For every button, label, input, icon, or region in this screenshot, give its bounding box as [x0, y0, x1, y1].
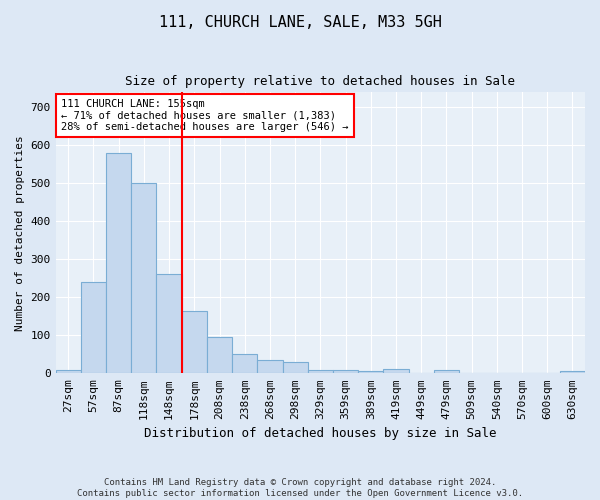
- Text: 111 CHURCH LANE: 155sqm
← 71% of detached houses are smaller (1,383)
28% of semi: 111 CHURCH LANE: 155sqm ← 71% of detache…: [61, 99, 349, 132]
- Bar: [131, 183, 157, 374]
- Text: Contains HM Land Registry data © Crown copyright and database right 2024.
Contai: Contains HM Land Registry data © Crown c…: [77, 478, 523, 498]
- Bar: [81, 282, 106, 374]
- X-axis label: Distribution of detached houses by size in Sale: Distribution of detached houses by size …: [144, 427, 497, 440]
- Bar: [283, 362, 308, 374]
- Bar: [383, 368, 409, 374]
- Bar: [207, 337, 232, 374]
- Bar: [182, 310, 207, 374]
- Bar: [434, 370, 459, 374]
- Y-axis label: Number of detached properties: Number of detached properties: [15, 135, 25, 330]
- Bar: [560, 372, 585, 374]
- Bar: [333, 370, 358, 374]
- Title: Size of property relative to detached houses in Sale: Size of property relative to detached ho…: [125, 75, 515, 88]
- Bar: [257, 360, 283, 374]
- Bar: [232, 354, 257, 374]
- Text: 111, CHURCH LANE, SALE, M33 5GH: 111, CHURCH LANE, SALE, M33 5GH: [158, 15, 442, 30]
- Bar: [106, 153, 131, 374]
- Bar: [358, 372, 383, 374]
- Bar: [308, 370, 333, 374]
- Bar: [56, 370, 81, 374]
- Bar: [157, 274, 182, 374]
